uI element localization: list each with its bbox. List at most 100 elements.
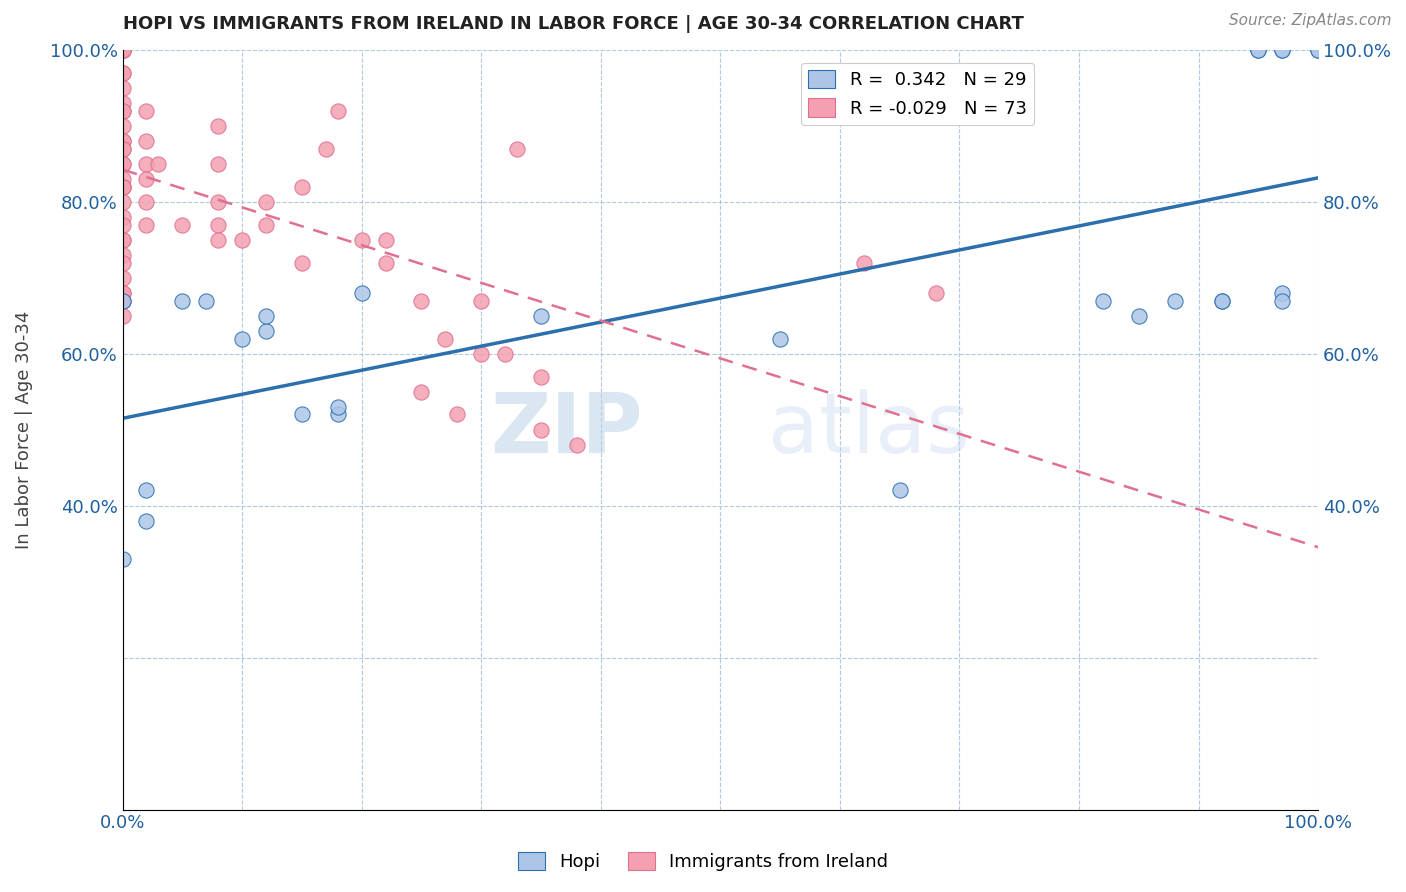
Point xyxy=(111,43,134,57)
Point xyxy=(135,172,157,186)
Point xyxy=(1271,285,1294,300)
Point xyxy=(506,142,529,156)
Point xyxy=(1211,293,1233,308)
Point xyxy=(111,210,134,224)
Point xyxy=(254,324,277,338)
Point xyxy=(111,293,134,308)
Point xyxy=(315,142,337,156)
Legend: R =  0.342   N = 29, R = -0.029   N = 73: R = 0.342 N = 29, R = -0.029 N = 73 xyxy=(801,62,1035,125)
Point xyxy=(111,194,134,209)
Point xyxy=(326,400,349,414)
Point xyxy=(111,551,134,566)
Point xyxy=(111,43,134,57)
Point xyxy=(111,134,134,148)
Point xyxy=(1163,293,1185,308)
Point xyxy=(565,438,588,452)
Point xyxy=(135,194,157,209)
Point xyxy=(326,408,349,422)
Point xyxy=(135,134,157,148)
Point xyxy=(111,179,134,194)
Point xyxy=(1247,43,1270,57)
Point xyxy=(111,43,134,57)
Point xyxy=(1271,43,1294,57)
Point xyxy=(111,233,134,247)
Point xyxy=(111,285,134,300)
Point xyxy=(195,293,218,308)
Point xyxy=(1128,309,1150,323)
Point xyxy=(411,384,433,399)
Point xyxy=(291,408,314,422)
Point xyxy=(135,483,157,498)
Y-axis label: In Labor Force | Age 30-34: In Labor Force | Age 30-34 xyxy=(15,310,32,549)
Point xyxy=(207,157,229,171)
Point xyxy=(207,233,229,247)
Point xyxy=(530,309,553,323)
Point xyxy=(1308,43,1330,57)
Text: Source: ZipAtlas.com: Source: ZipAtlas.com xyxy=(1229,13,1392,29)
Point xyxy=(207,194,229,209)
Legend: Hopi, Immigrants from Ireland: Hopi, Immigrants from Ireland xyxy=(510,845,896,879)
Point xyxy=(111,134,134,148)
Point xyxy=(434,332,457,346)
Point xyxy=(135,514,157,528)
Point xyxy=(530,423,553,437)
Point xyxy=(111,293,134,308)
Point xyxy=(111,95,134,110)
Point xyxy=(231,332,253,346)
Point xyxy=(254,218,277,232)
Point xyxy=(111,43,134,57)
Point xyxy=(111,285,134,300)
Point xyxy=(1091,293,1114,308)
Point xyxy=(1247,43,1270,57)
Point xyxy=(111,255,134,269)
Point xyxy=(374,233,396,247)
Point xyxy=(231,233,253,247)
Point xyxy=(1211,293,1233,308)
Point xyxy=(1271,293,1294,308)
Point xyxy=(350,285,373,300)
Point xyxy=(111,270,134,285)
Point xyxy=(470,347,492,361)
Point xyxy=(494,347,516,361)
Text: HOPI VS IMMIGRANTS FROM IRELAND IN LABOR FORCE | AGE 30-34 CORRELATION CHART: HOPI VS IMMIGRANTS FROM IRELAND IN LABOR… xyxy=(122,15,1024,33)
Point xyxy=(111,179,134,194)
Point xyxy=(207,218,229,232)
Point xyxy=(350,233,373,247)
Point xyxy=(111,172,134,186)
Point xyxy=(111,157,134,171)
Point xyxy=(111,65,134,79)
Point xyxy=(111,233,134,247)
Point xyxy=(111,157,134,171)
Point xyxy=(769,332,792,346)
Point xyxy=(111,309,134,323)
Point xyxy=(326,103,349,118)
Point xyxy=(446,408,468,422)
Point xyxy=(291,255,314,269)
Point xyxy=(207,119,229,133)
Point xyxy=(254,194,277,209)
Point xyxy=(111,43,134,57)
Point xyxy=(111,248,134,262)
Point xyxy=(111,142,134,156)
Point xyxy=(111,43,134,57)
Point xyxy=(111,103,134,118)
Point xyxy=(111,142,134,156)
Point xyxy=(135,103,157,118)
Point xyxy=(135,218,157,232)
Point xyxy=(1271,43,1294,57)
Point xyxy=(111,65,134,79)
Point xyxy=(148,157,170,171)
Point xyxy=(172,218,194,232)
Point xyxy=(111,218,134,232)
Point xyxy=(111,119,134,133)
Point xyxy=(1308,43,1330,57)
Text: ZIP: ZIP xyxy=(491,389,643,470)
Point xyxy=(924,285,946,300)
Point xyxy=(411,293,433,308)
Point xyxy=(291,179,314,194)
Point xyxy=(111,293,134,308)
Point xyxy=(530,369,553,384)
Text: atlas: atlas xyxy=(768,389,970,470)
Point xyxy=(254,309,277,323)
Point xyxy=(852,255,875,269)
